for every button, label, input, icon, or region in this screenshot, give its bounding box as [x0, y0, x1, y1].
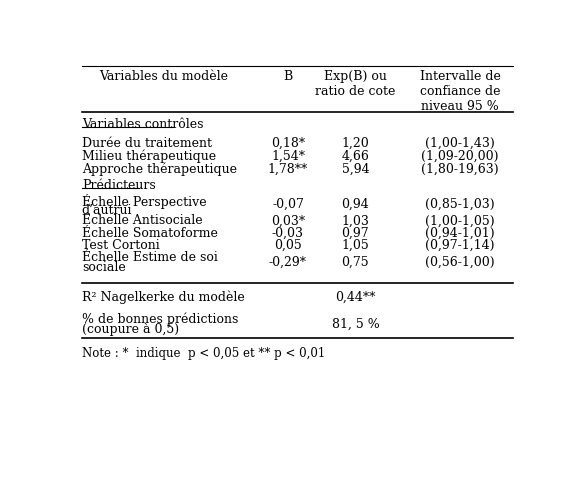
Text: 5,94: 5,94 — [342, 163, 369, 176]
Text: 1,20: 1,20 — [342, 137, 369, 150]
Text: Approche thérapeutique: Approche thérapeutique — [82, 163, 237, 176]
Text: Échelle Estime de soi: Échelle Estime de soi — [82, 251, 218, 264]
Text: R² Nagelkerke du modèle: R² Nagelkerke du modèle — [82, 291, 245, 304]
Text: Durée du traitement: Durée du traitement — [82, 137, 212, 150]
Text: (0,56-1,00): (0,56-1,00) — [425, 256, 495, 269]
Text: -0,29*: -0,29* — [269, 256, 307, 269]
Text: 0,18*: 0,18* — [271, 137, 305, 150]
Text: Prédicteurs: Prédicteurs — [82, 179, 155, 192]
Text: (1,80-19,63): (1,80-19,63) — [421, 163, 499, 176]
Text: (coupure à 0,5): (coupure à 0,5) — [82, 323, 179, 336]
Text: -0,03: -0,03 — [272, 227, 304, 240]
Text: 0,75: 0,75 — [342, 256, 369, 269]
Text: sociale: sociale — [82, 261, 125, 274]
Text: (1,09-20,00): (1,09-20,00) — [421, 150, 499, 163]
Text: Échelle Perspective: Échelle Perspective — [82, 194, 206, 209]
Text: Test Cortoni: Test Cortoni — [82, 239, 160, 252]
Text: % de bonnes prédictions: % de bonnes prédictions — [82, 312, 238, 326]
Text: (1,00-1,05): (1,00-1,05) — [425, 214, 495, 228]
Text: -0,07: -0,07 — [272, 198, 304, 211]
Text: (1,00-1,43): (1,00-1,43) — [425, 137, 495, 150]
Text: 1,03: 1,03 — [342, 214, 369, 228]
Text: Intervalle de
confiance de
niveau 95 %: Intervalle de confiance de niveau 95 % — [419, 70, 501, 113]
Text: Milieu thérapeutique: Milieu thérapeutique — [82, 150, 216, 163]
Text: 81, 5 %: 81, 5 % — [332, 318, 379, 331]
Text: Exp(B) ou
ratio de cote: Exp(B) ou ratio de cote — [315, 70, 396, 97]
Text: 4,66: 4,66 — [342, 150, 369, 163]
Text: 0,94: 0,94 — [342, 198, 369, 211]
Text: Échelle Somatoforme: Échelle Somatoforme — [82, 227, 218, 240]
Text: Variables du modèle: Variables du modèle — [99, 70, 229, 83]
Text: 0,03*: 0,03* — [271, 214, 305, 228]
Text: Variables contrôles: Variables contrôles — [82, 118, 204, 131]
Text: 0,44**: 0,44** — [335, 291, 376, 304]
Text: 1,54*: 1,54* — [271, 150, 305, 163]
Text: 1,78**: 1,78** — [268, 163, 308, 176]
Text: 0,97: 0,97 — [342, 227, 369, 240]
Text: (0,85-1,03): (0,85-1,03) — [425, 198, 495, 211]
Text: 1,05: 1,05 — [342, 239, 369, 252]
Text: (0,97-1,14): (0,97-1,14) — [425, 239, 495, 252]
Text: (0,94-1,01): (0,94-1,01) — [425, 227, 495, 240]
Text: B: B — [283, 70, 292, 83]
Text: d’autrui: d’autrui — [82, 204, 132, 217]
Text: 0,05: 0,05 — [274, 239, 302, 252]
Text: Note : *  indique  p < 0,05 et ** p < 0,01: Note : * indique p < 0,05 et ** p < 0,01 — [82, 347, 325, 360]
Text: Échelle Antisociale: Échelle Antisociale — [82, 214, 202, 228]
